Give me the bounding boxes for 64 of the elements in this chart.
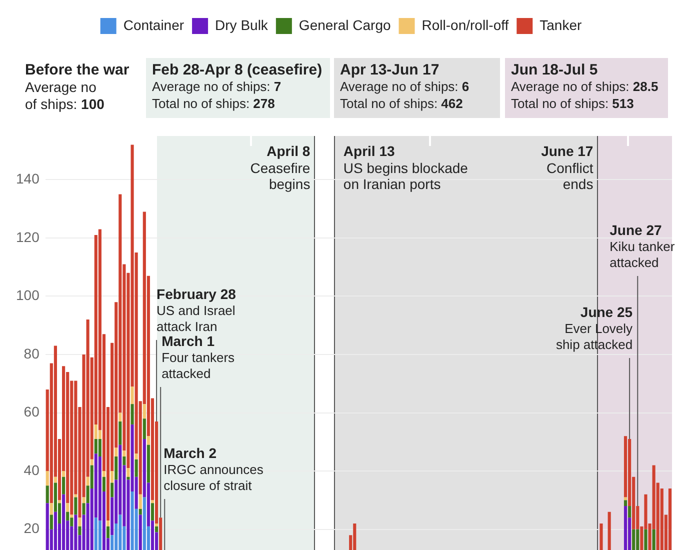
bar <box>102 476 106 492</box>
annotation: April 13 US begins blockade on Iranian ports <box>343 142 468 192</box>
bar <box>94 424 98 440</box>
legend-label: General Cargo <box>298 16 391 33</box>
bar <box>624 500 628 506</box>
text: Before the war Average no of ships: 100 <box>25 62 130 112</box>
bar <box>142 404 146 419</box>
bar <box>78 518 82 526</box>
bar <box>118 412 122 422</box>
bar <box>138 508 142 515</box>
text: Feb 28-Apr 8 (ceasefire) Average no of ships: 7 Total no of ships: 278 <box>152 62 322 112</box>
annotation: February 28 US and Israel attack Iran <box>156 286 236 334</box>
y-tick-label: 140 <box>16 170 40 187</box>
bar <box>62 476 66 494</box>
bar <box>66 503 70 512</box>
bar <box>98 439 102 456</box>
annotation: April 8 Ceasefire begins <box>250 142 310 192</box>
bar <box>82 497 86 504</box>
bar <box>110 471 114 483</box>
bar <box>74 494 78 498</box>
bar <box>126 476 130 480</box>
annotation: March 2 IRGC announces closure of strait <box>164 444 264 494</box>
bar <box>50 503 53 515</box>
legend-label: Dry Bulk <box>215 16 269 33</box>
bar <box>150 500 154 504</box>
annotation: June 27 Kiku tanker attacked <box>610 222 676 270</box>
bar <box>134 454 138 460</box>
bar <box>130 404 134 424</box>
bar <box>106 520 110 526</box>
bar <box>114 456 118 480</box>
bar <box>142 418 146 440</box>
bar <box>46 471 49 486</box>
legend-label: Roll-on/roll-off <box>422 16 509 33</box>
bar <box>155 524 158 526</box>
legend-label: Container <box>123 16 184 33</box>
bar <box>114 448 118 456</box>
annotation: June 17 Conflict ends <box>541 142 594 192</box>
y-tick-label: 120 <box>16 228 40 245</box>
bar <box>58 500 62 504</box>
bar <box>126 468 130 477</box>
bar <box>146 436 150 445</box>
bar <box>110 482 114 498</box>
bar <box>134 459 138 477</box>
y-tick-label: 40 <box>24 462 40 478</box>
text: Apr 13-Jun 17 Average no of ships: 6 Total no of ships: 462 <box>340 62 470 112</box>
bar <box>146 444 150 483</box>
y-tick-label: 100 <box>16 287 40 304</box>
bar <box>62 471 66 477</box>
y-tick-label: 60 <box>24 404 40 420</box>
bar <box>54 476 57 483</box>
y-tick-label: 20 <box>24 520 40 536</box>
bar <box>118 422 122 445</box>
annotation: March 1 Four tankers attacked <box>162 332 236 382</box>
bar <box>122 456 126 466</box>
bar <box>122 450 126 456</box>
bar <box>138 494 142 509</box>
bar <box>130 386 134 404</box>
bar <box>90 459 94 466</box>
legend-label: Tanker <box>540 16 582 33</box>
bar <box>94 439 98 454</box>
y-tick-label: 80 <box>24 345 40 362</box>
bar <box>86 476 90 486</box>
bar <box>102 471 106 477</box>
text: Jun 18-Jul 5 Average no of ships: 28.5 Total no of ships: 513 <box>511 62 658 112</box>
